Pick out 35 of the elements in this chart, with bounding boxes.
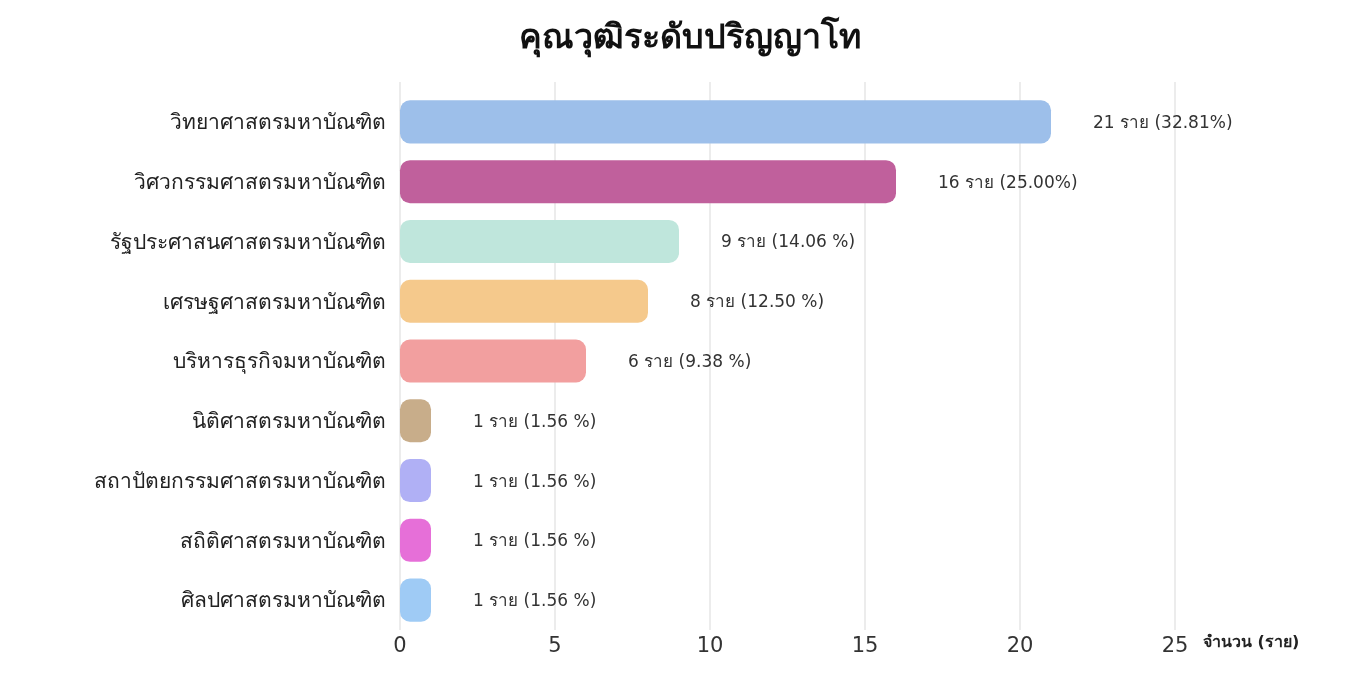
y-tick-label: เศรษฐศาสตรมหาบัณฑิต	[163, 289, 386, 314]
data-label: 21 ราย (32.81%)	[1093, 111, 1233, 132]
y-tick-label: สถาปัตยกรรมศาสตรมหาบัณฑิต	[94, 468, 386, 493]
data-label: 9 ราย (14.06 %)	[721, 231, 856, 252]
x-tick-label: 0	[393, 633, 407, 657]
x-tick-label: 15	[851, 633, 879, 657]
y-tick-label: รัฐประศาสนศาสตรมหาบัณฑิต	[110, 229, 386, 254]
bar	[400, 518, 431, 562]
data-label: 16 ราย (25.00%)	[938, 171, 1078, 192]
y-tick-label: สถิติศาสตรมหาบัณฑิต	[180, 528, 386, 553]
data-label: 1 ราย (1.56 %)	[473, 590, 597, 611]
y-tick-label: นิติศาสตรมหาบัณฑิต	[192, 409, 386, 434]
bar	[400, 399, 431, 443]
bar	[400, 100, 1051, 144]
bar	[400, 160, 896, 204]
data-label: 8 ราย (12.50 %)	[690, 291, 825, 312]
data-label: 1 ราย (1.56 %)	[473, 470, 597, 491]
x-tick-label: 20	[1006, 633, 1034, 657]
y-tick-label: ศิลปศาสตรมหาบัณฑิต	[181, 588, 386, 613]
bar	[400, 219, 679, 263]
data-label: 1 ราย (1.56 %)	[473, 410, 597, 431]
y-tick-label: วิศวกรรมศาสตรมหาบัณฑิต	[134, 170, 386, 195]
x-tick-label: 5	[548, 633, 562, 657]
chart-title: คุณวุฒิระดับปริญญาโท	[519, 16, 861, 58]
x-tick-label: 10	[696, 633, 724, 657]
x-axis-title: จำนวน (ราย)	[1203, 632, 1300, 651]
bar	[400, 279, 648, 323]
bar	[400, 339, 586, 383]
data-label: 1 ราย (1.56 %)	[473, 530, 597, 551]
data-label: 6 ราย (9.38 %)	[628, 350, 752, 371]
bar	[400, 459, 431, 503]
y-tick-label: บริหารธุรกิจมหาบัณฑิต	[173, 349, 386, 375]
x-tick-label: 25	[1161, 633, 1189, 657]
bar	[400, 578, 431, 622]
y-tick-label: วิทยาศาสตรมหาบัณฑิต	[170, 110, 386, 135]
